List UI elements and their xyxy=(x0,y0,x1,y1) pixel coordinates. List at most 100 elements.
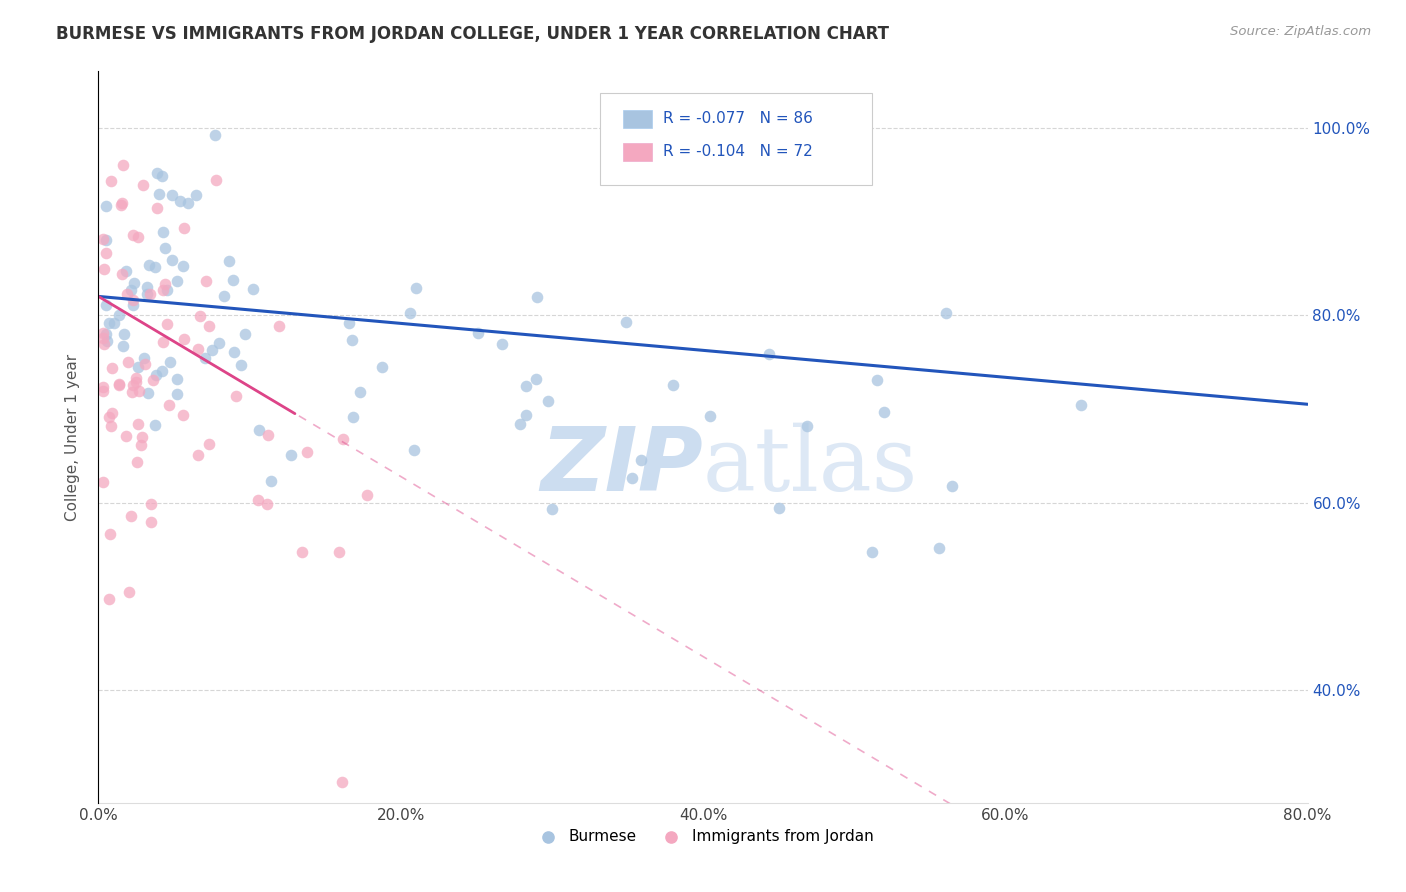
Point xyxy=(128,384,150,399)
Point xyxy=(1070,398,1092,412)
Point xyxy=(153,277,176,291)
Point xyxy=(121,378,143,392)
Point xyxy=(337,316,360,330)
Point xyxy=(98,410,121,425)
Point xyxy=(93,337,115,351)
Point xyxy=(122,293,145,308)
Point xyxy=(218,254,240,268)
Point xyxy=(115,286,138,301)
Point xyxy=(148,187,170,202)
Point xyxy=(152,225,174,239)
Point xyxy=(630,453,652,467)
Point xyxy=(242,281,264,295)
Point xyxy=(97,316,120,330)
Point xyxy=(91,384,114,399)
Point xyxy=(758,346,780,360)
Point xyxy=(491,336,513,351)
Point xyxy=(141,497,163,511)
Point xyxy=(342,409,364,424)
Point xyxy=(121,298,143,312)
Point xyxy=(108,308,131,322)
Text: Source: ZipAtlas.com: Source: ZipAtlas.com xyxy=(1230,25,1371,38)
Point xyxy=(94,199,117,213)
Point xyxy=(91,331,114,345)
Point xyxy=(246,493,269,508)
Point xyxy=(280,448,302,462)
Point xyxy=(93,261,115,276)
Point xyxy=(91,475,114,490)
Point xyxy=(156,317,179,331)
Text: R = -0.104   N = 72: R = -0.104 N = 72 xyxy=(664,145,813,160)
Point xyxy=(614,315,637,329)
Point xyxy=(699,409,721,423)
Point xyxy=(131,430,153,444)
Point xyxy=(356,488,378,502)
Point xyxy=(97,591,120,606)
Point xyxy=(146,166,169,180)
Point xyxy=(124,277,146,291)
Point xyxy=(526,290,548,304)
Point xyxy=(941,478,963,492)
Point xyxy=(132,178,155,193)
Point xyxy=(540,501,562,516)
Point xyxy=(139,515,162,529)
Point xyxy=(101,406,124,420)
Point xyxy=(256,427,278,442)
Text: ZIP: ZIP xyxy=(540,423,703,510)
Point xyxy=(139,287,162,301)
Point xyxy=(198,318,221,333)
Point xyxy=(204,128,226,143)
Point xyxy=(111,339,134,353)
Point xyxy=(328,545,350,559)
Point xyxy=(150,169,173,183)
Point xyxy=(96,326,118,341)
Point xyxy=(224,344,246,359)
Point xyxy=(935,306,957,320)
Point xyxy=(145,202,167,216)
Point xyxy=(121,385,143,400)
Point xyxy=(194,351,217,365)
Point xyxy=(340,333,363,347)
Point xyxy=(187,343,209,357)
Point xyxy=(225,389,247,403)
Point xyxy=(160,188,183,202)
Point xyxy=(150,364,173,378)
Point xyxy=(173,220,195,235)
Point xyxy=(91,232,114,246)
Point xyxy=(94,298,117,312)
Point xyxy=(152,283,174,297)
Point xyxy=(94,234,117,248)
Point xyxy=(157,398,180,412)
Point xyxy=(860,545,883,559)
Point xyxy=(108,376,131,391)
Point xyxy=(153,241,176,255)
Point xyxy=(143,260,166,274)
Point xyxy=(208,335,231,350)
Point xyxy=(108,378,131,392)
Point xyxy=(865,373,887,387)
Point xyxy=(136,287,159,301)
Point xyxy=(110,198,132,212)
Point xyxy=(515,378,537,392)
Point xyxy=(138,258,160,272)
Point xyxy=(134,358,156,372)
Point xyxy=(96,334,118,349)
Point xyxy=(111,195,134,210)
Point xyxy=(125,375,148,389)
Point xyxy=(141,373,163,387)
Point xyxy=(260,475,283,489)
Point xyxy=(120,508,142,523)
FancyBboxPatch shape xyxy=(623,110,652,128)
Point xyxy=(873,405,896,419)
Point xyxy=(205,173,228,187)
Point xyxy=(159,354,181,368)
Point xyxy=(96,246,118,260)
Point xyxy=(121,227,143,242)
Point xyxy=(125,371,148,385)
Point xyxy=(166,387,188,401)
Point xyxy=(621,470,644,484)
Point xyxy=(537,393,560,408)
Point xyxy=(115,264,138,278)
Point xyxy=(134,351,156,365)
FancyBboxPatch shape xyxy=(623,143,652,161)
